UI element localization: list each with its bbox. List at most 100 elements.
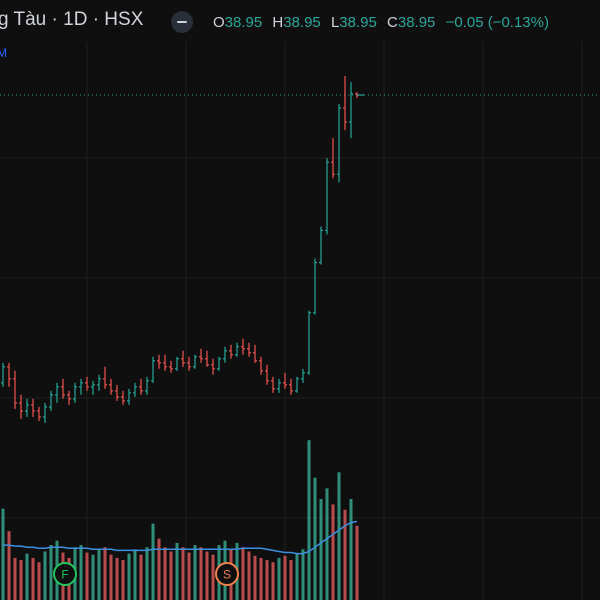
- volume-bar: [325, 488, 329, 600]
- ohlc-bar: [139, 378, 143, 395]
- event-markers: F S: [53, 562, 239, 586]
- volume-bar: [91, 554, 95, 600]
- volume-bar: [19, 560, 23, 600]
- volume-bar: [259, 557, 263, 600]
- volume-bar: [331, 504, 335, 600]
- ohlc-bar: [301, 368, 305, 383]
- ohlc-bar: [253, 344, 257, 363]
- ohlc-bar: [91, 380, 95, 395]
- symbol-title[interactable]: g Tàu · 1D · HSX: [0, 9, 144, 30]
- ohlc-bar: [229, 344, 233, 359]
- ohlc-bar: [313, 258, 317, 315]
- ohlc-bar: [67, 390, 71, 405]
- ohlc-bar: [163, 354, 167, 371]
- change-value: −0.05 (−0.13%): [445, 14, 549, 31]
- ohlc-bar: [169, 360, 173, 373]
- volume-bar: [121, 560, 125, 600]
- ohlc-bar: [241, 338, 245, 355]
- volume-bar: [181, 547, 185, 600]
- volume-bar: [25, 553, 29, 600]
- ohlc-bar: [325, 158, 329, 235]
- open-label: O: [213, 14, 225, 31]
- volume-bar: [169, 551, 173, 600]
- volume-bar: [313, 477, 317, 600]
- ohlc-bar: [271, 376, 275, 393]
- ohlc-bar: [259, 356, 263, 375]
- close-label: C: [387, 14, 398, 31]
- ohlc-bar: [31, 398, 35, 417]
- volume-bar: [307, 440, 311, 600]
- volume-bar: [37, 562, 41, 600]
- volume-bar: [43, 551, 47, 600]
- ohlc-bar: [61, 378, 65, 399]
- ohlc-bar: [79, 378, 83, 395]
- low-value: 38.95: [339, 14, 377, 31]
- volume-bar: [139, 554, 143, 600]
- volume-bar: [337, 472, 341, 600]
- ohlc-bar: [145, 376, 149, 395]
- ohlc-bar: [211, 358, 215, 375]
- ohlc-bar: [235, 342, 239, 357]
- volume-bar: [343, 509, 347, 600]
- ohlc-bar: [205, 350, 209, 367]
- ohlc-bar: [193, 354, 197, 369]
- marker-s-icon[interactable]: S: [215, 562, 239, 586]
- volume-bar: [103, 547, 107, 600]
- volume-bar: [187, 552, 191, 600]
- volume-bar: [319, 499, 323, 600]
- volume-bar: [349, 499, 353, 600]
- ohlc-bar: [283, 372, 287, 389]
- volume-bar: [109, 554, 113, 600]
- volume-bar: [31, 557, 35, 600]
- close-value: 38.95: [397, 14, 436, 31]
- volume-bar: [151, 523, 155, 600]
- ohlc-bar: [331, 138, 335, 179]
- marker-f-icon[interactable]: F: [53, 562, 77, 586]
- ohlc-bar: [109, 378, 113, 395]
- volume-bar: [115, 557, 119, 600]
- ohlc-bar: [217, 356, 221, 371]
- ohlc-bar: [223, 346, 227, 363]
- ohlc-bar: [97, 374, 101, 391]
- ohlc-bar: [73, 382, 77, 403]
- volume-bar: [133, 549, 137, 600]
- low-label: L: [330, 14, 340, 31]
- ohlc-bar: [289, 378, 293, 395]
- volume-bar: [157, 538, 161, 600]
- ohlc-bar: [37, 406, 41, 421]
- ohlc-bar: [19, 394, 23, 419]
- volume-bar: [247, 551, 251, 600]
- ohlc-bar: [115, 384, 119, 401]
- volume-bar: [253, 555, 257, 600]
- ohlc-bar: [307, 310, 311, 375]
- ohlc-bar: [319, 226, 323, 265]
- volume-bar: [49, 545, 53, 600]
- volume-bar: [1, 508, 5, 600]
- ohlc-bar: [127, 388, 131, 405]
- series-tag[interactable]: M: [0, 46, 7, 60]
- open-value: 38.95: [224, 14, 263, 31]
- price-bars: [1, 75, 364, 423]
- ohlc-bar: [13, 370, 17, 409]
- volume-bar: [163, 547, 167, 600]
- volume-bar: [211, 554, 215, 600]
- ohlc-readout: O38.95 H38.95 L38.95 C38.95 −0.05 (−0.13…: [213, 14, 549, 31]
- marker-s-label: S: [223, 568, 231, 582]
- volume-bar: [295, 553, 299, 600]
- ohlc-bar: [43, 402, 47, 423]
- volume-bar: [241, 547, 245, 600]
- volume-bar: [265, 560, 269, 600]
- ohlc-bar: [157, 354, 161, 369]
- ohlc-bar: [181, 350, 185, 367]
- ohlc-bar: [187, 356, 191, 371]
- volume-bars: [1, 440, 359, 600]
- volume-bar: [97, 549, 101, 600]
- collapse-legend-button[interactable]: [171, 11, 193, 33]
- volume-bar: [175, 542, 179, 600]
- volume-bar: [85, 552, 89, 600]
- volume-bar: [79, 545, 83, 600]
- ohlc-bar: [1, 362, 5, 387]
- ohlc-bar: [175, 356, 179, 371]
- ohlc-bar: [265, 364, 269, 385]
